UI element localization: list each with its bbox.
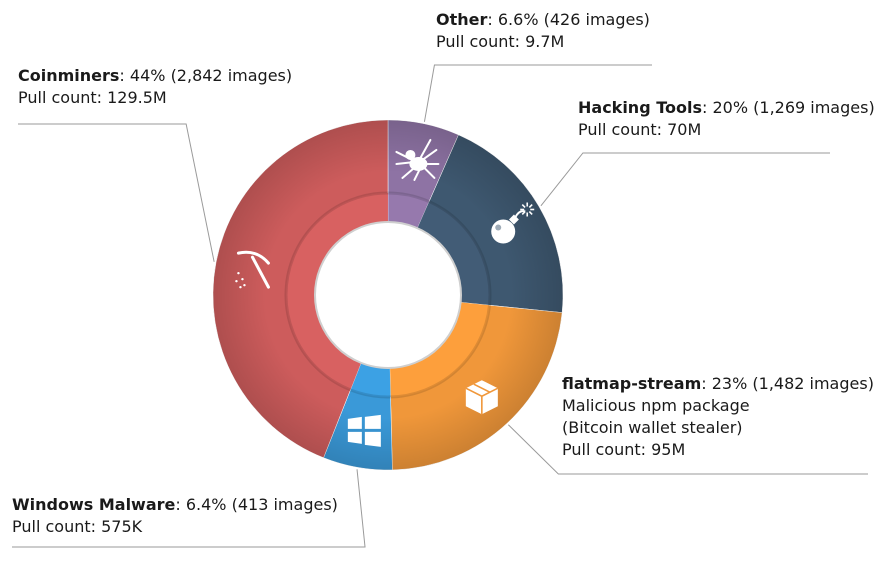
label-flatmap-stream-name: flatmap-stream [562, 374, 702, 393]
label-hacking-tools-pull: Pull count: 70M [578, 120, 702, 139]
label-coinminers: Coinminers: 44% (2,842 images) Pull coun… [18, 66, 293, 107]
label-coinminers-name: Coinminers [18, 66, 120, 85]
label-flatmap-stream-images: (1,482 images) [752, 374, 874, 393]
label-flatmap-stream-desc-1: Malicious npm package [562, 396, 750, 415]
donut-hole [314, 221, 462, 369]
spider-icon [395, 138, 440, 181]
label-other-images: (426 images) [543, 10, 650, 29]
windows-logo-icon [347, 414, 381, 447]
label-other: Other: 6.6% (426 images) Pull count: 9.7… [436, 10, 650, 51]
label-windows-malware: Windows Malware: 6.4% (413 images) Pull … [12, 495, 338, 536]
label-hacking-tools: Hacking Tools: 20% (1,269 images) Pull c… [578, 98, 875, 139]
label-flatmap-stream: flatmap-stream: 23% (1,482 images) Malic… [562, 374, 874, 459]
label-flatmap-stream-desc-2: (Bitcoin wallet stealer) [562, 418, 743, 437]
bomb-icon [491, 202, 535, 244]
leader-line-hacking-tools [540, 152, 830, 207]
label-hacking-tools-name: Hacking Tools [578, 98, 702, 117]
donut-inner-ridge [284, 191, 492, 399]
label-windows-malware-pull: Pull count: 575K [12, 517, 143, 536]
pickaxe-icon [235, 250, 270, 289]
label-hacking-tools-percent: 20% [712, 98, 749, 117]
leader-line-coinminers [18, 123, 215, 262]
label-hacking-tools-images: (1,269 images) [753, 98, 875, 117]
label-other-name: Other [436, 10, 488, 29]
label-coinminers-percent: 44% [129, 66, 166, 85]
leader-line-windows-malware [12, 469, 366, 548]
leader-line-flatmap-stream [508, 424, 868, 475]
leader-line-other [423, 64, 652, 122]
label-other-percent: 6.6% [497, 10, 539, 29]
label-coinminers-pull: Pull count: 129.5M [18, 88, 167, 107]
label-coinminers-images: (2,842 images) [170, 66, 293, 85]
label-windows-malware-images: (413 images) [231, 495, 338, 514]
label-other-pull: Pull count: 9.7M [436, 32, 565, 51]
package-box-icon [465, 380, 499, 415]
label-windows-malware-percent: 6.4% [185, 495, 227, 514]
label-flatmap-stream-pull: Pull count: 95M [562, 440, 686, 459]
label-windows-malware-name: Windows Malware [12, 495, 176, 514]
label-flatmap-stream-percent: 23% [711, 374, 748, 393]
